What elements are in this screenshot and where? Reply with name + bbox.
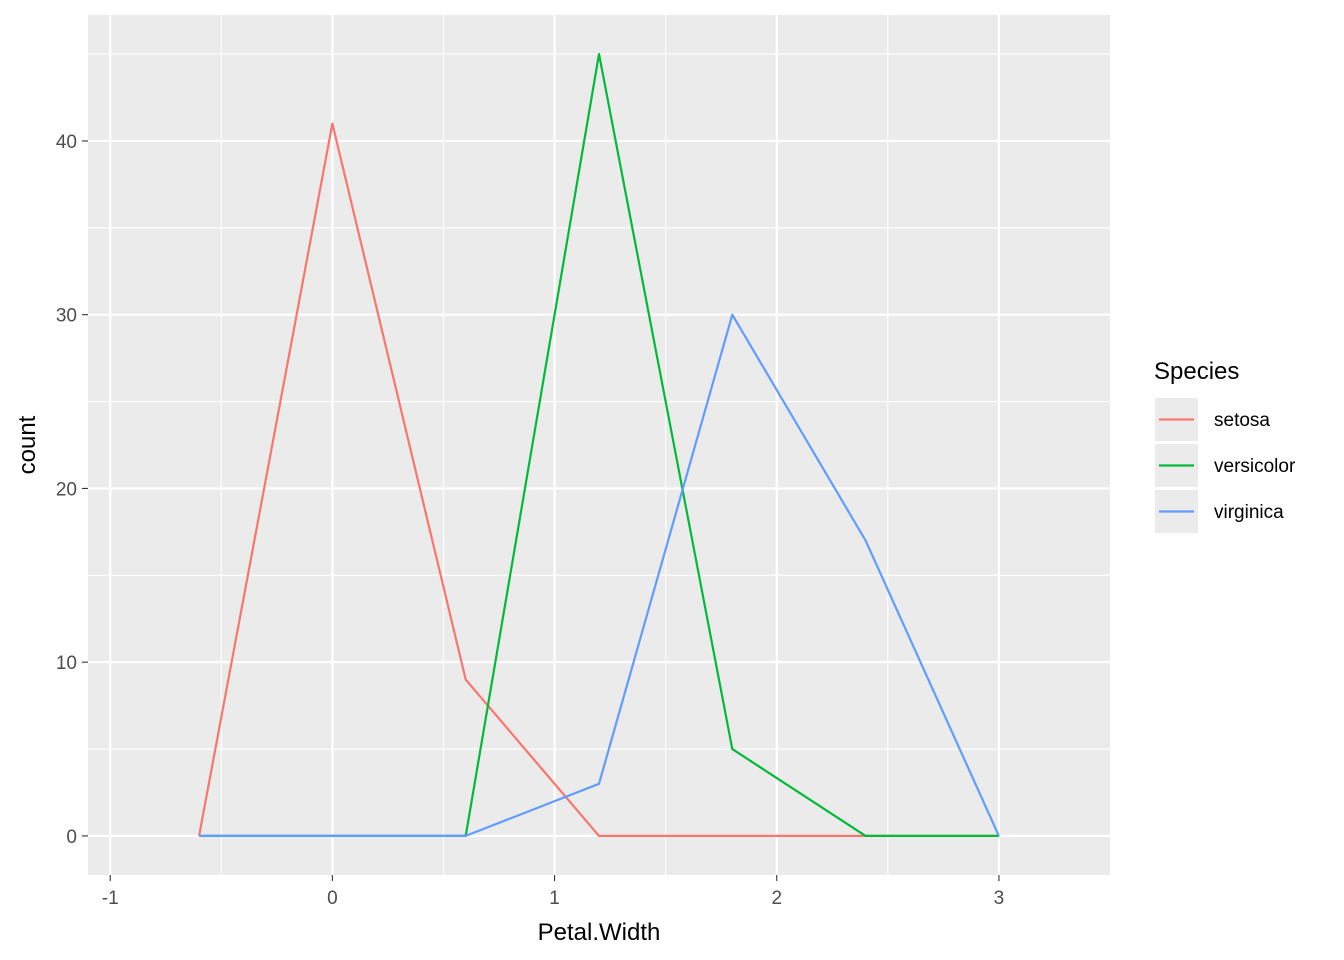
legend: Species setosa versicolor virginica [1154,358,1296,533]
y-tick-label: 40 [56,132,77,153]
x-tick-label: 0 [327,888,338,909]
y-axis-title: count [14,415,41,474]
legend-label-virginica: virginica [1214,502,1284,523]
x-axis: -1 0 1 2 3 [102,875,1004,909]
y-tick-label: 30 [56,306,77,327]
legend-label-setosa: setosa [1214,410,1270,431]
series-line-virginica [199,313,1000,838]
x-tick-label: -1 [102,888,119,909]
series-lines [198,52,1000,838]
x-axis-title: Petal.Width [538,919,661,946]
y-tick-label: 10 [56,653,77,674]
x-tick-label: 3 [994,888,1005,909]
x-tick-label: 2 [771,888,782,909]
major-gridlines [88,15,1110,875]
legend-label-versicolor: versicolor [1214,456,1296,477]
y-tick-label: 20 [56,479,77,500]
y-axis: 0 10 20 30 40 [56,132,88,848]
legend-title: Species [1154,358,1239,385]
y-tick-label: 0 [66,827,77,848]
plot-panel [88,15,1110,875]
x-tick-label: 1 [549,888,560,909]
